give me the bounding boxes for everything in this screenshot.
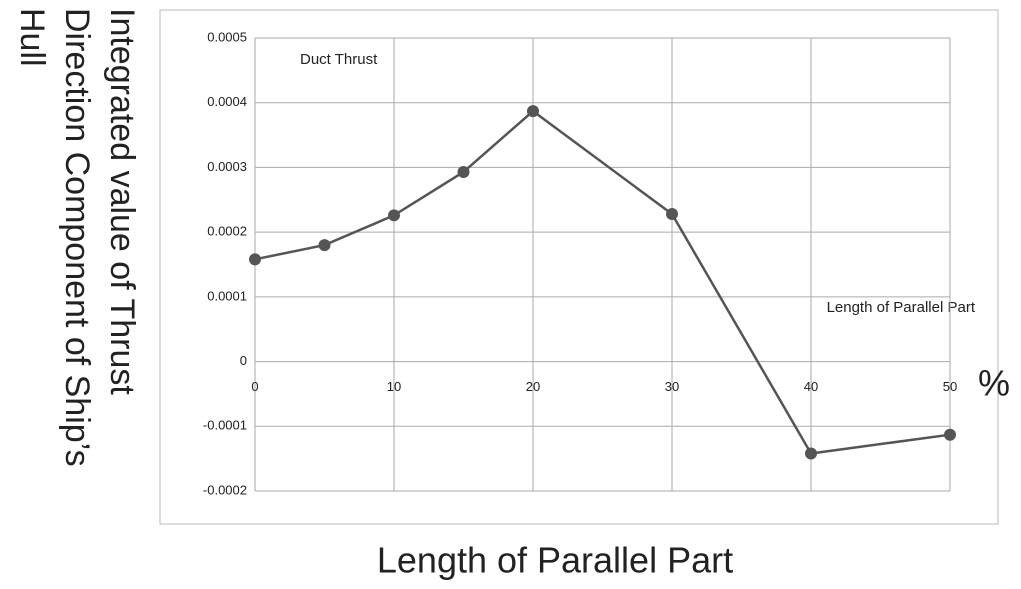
y-tick-label: 0.0002 (207, 224, 247, 239)
y-tick-label: 0.0001 (207, 288, 247, 303)
x-tick-label: 20 (526, 379, 540, 394)
annotation: Length of Parallel Part (827, 299, 976, 316)
chart-frame (159, 9, 999, 525)
x-tick-label: 0 (251, 379, 258, 394)
annotation: Duct Thrust (300, 51, 378, 68)
unit-label: % (978, 363, 1010, 404)
x-tick-label: 10 (387, 379, 401, 394)
x-tick-label: 40 (804, 379, 818, 394)
data-point (249, 253, 261, 266)
data-point (805, 447, 817, 460)
data-point (388, 209, 400, 222)
y-tick-label: 0.0004 (207, 94, 247, 109)
y-axis-label: Integrated value of Thrust (103, 8, 141, 395)
y-tick-label: 0.0005 (207, 29, 247, 44)
data-point (457, 165, 470, 178)
data-point (318, 239, 331, 252)
data-point (944, 428, 956, 441)
x-tick-label: 50 (943, 379, 957, 394)
y-tick-label: 0 (240, 353, 247, 368)
x-tick-label: 30 (665, 379, 679, 394)
y-axis-label: Hull (13, 8, 51, 67)
y-tick-label: -0.0001 (203, 418, 247, 433)
y-tick-label: 0.0003 (207, 159, 247, 174)
data-line (254, 109, 951, 455)
y-tick-label: -0.0002 (203, 482, 247, 497)
x-axis-label: Length of Parallel Part (377, 540, 733, 581)
y-axis-label: Direction Component of Ship’s (58, 8, 96, 467)
data-point (666, 208, 678, 221)
data-point (527, 105, 539, 118)
